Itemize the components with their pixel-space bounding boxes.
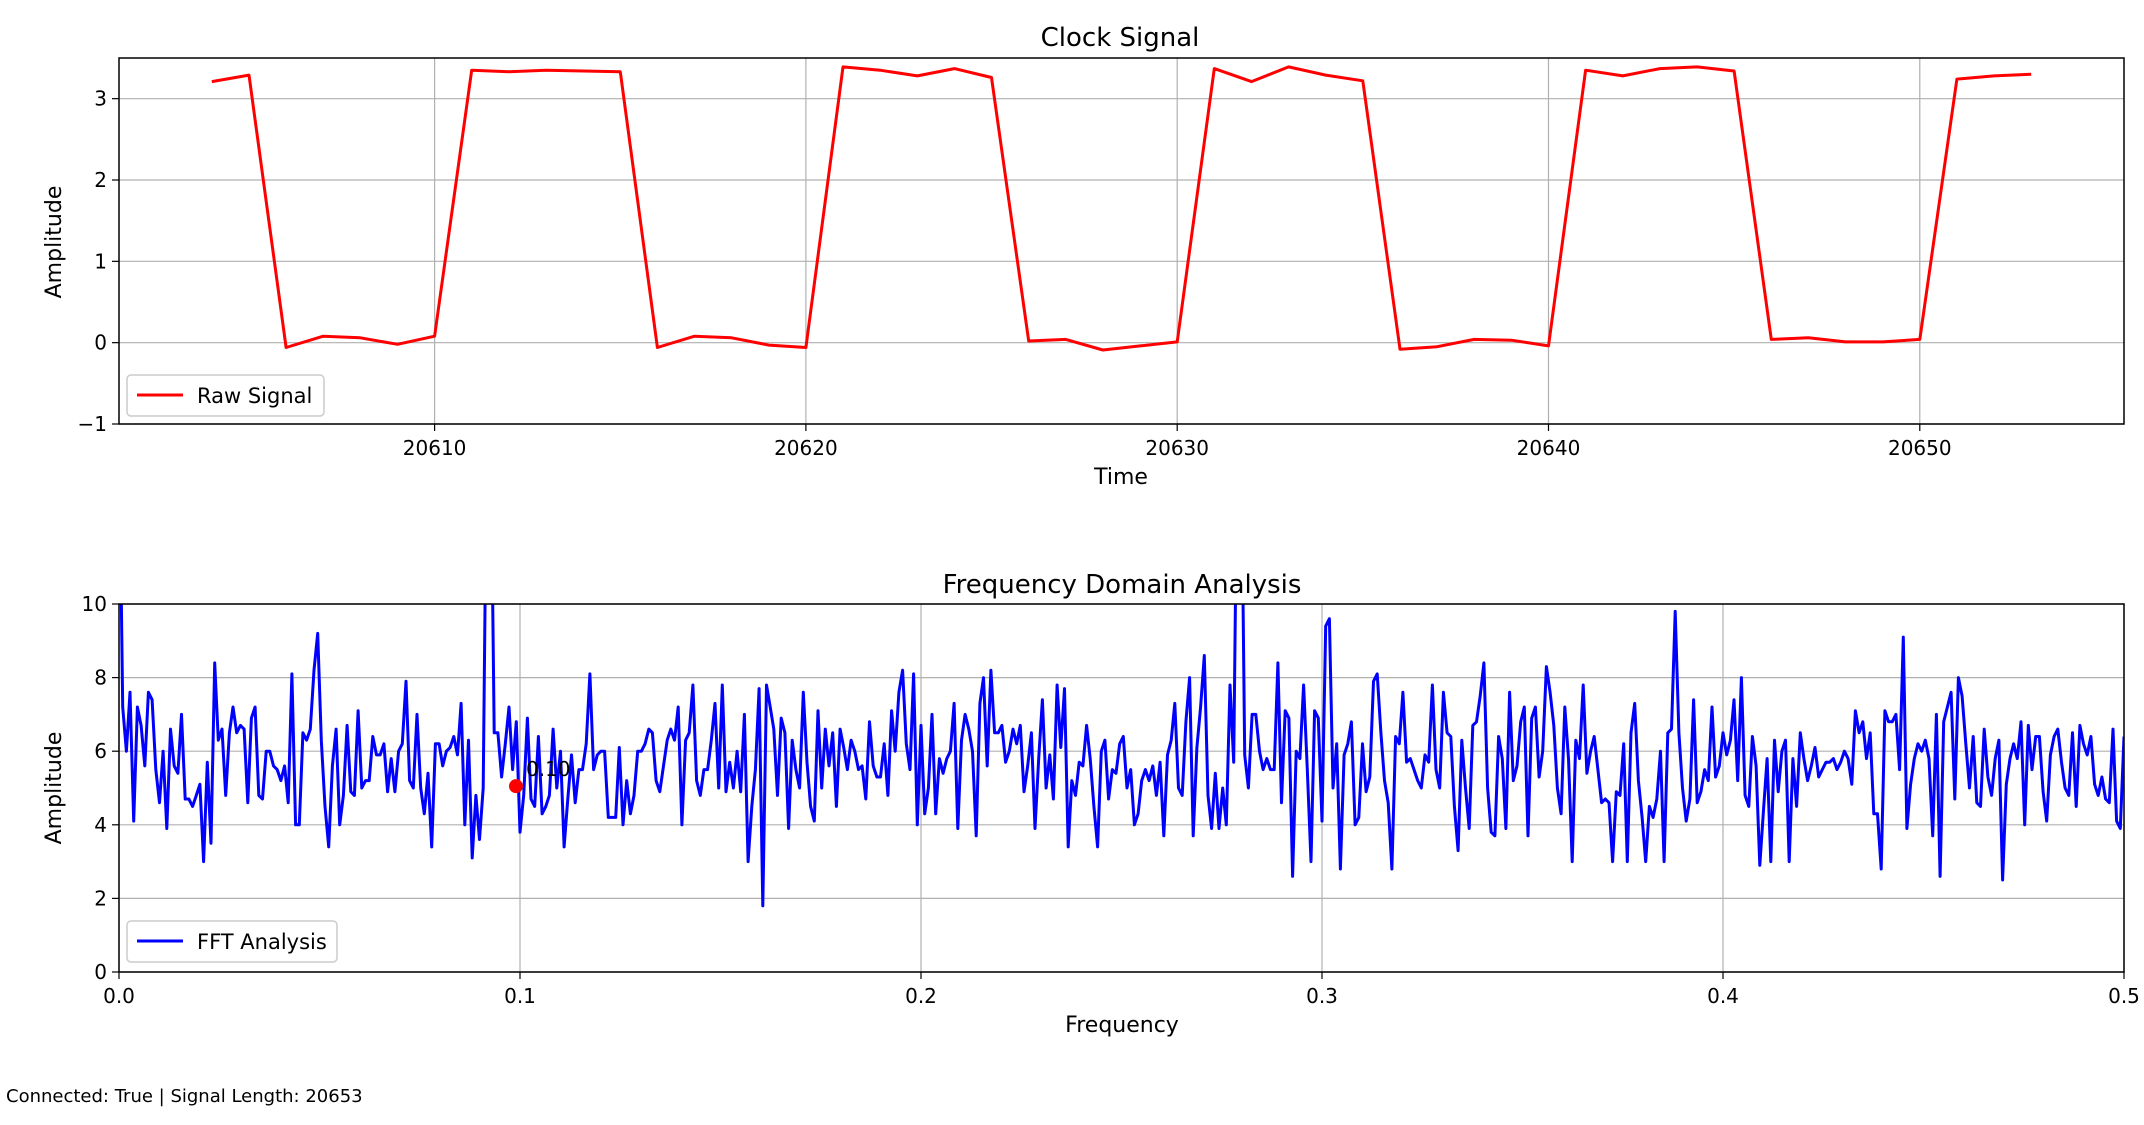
x-axis-label: Frequency	[1065, 1013, 1179, 1038]
chart-title: Clock Signal	[1041, 23, 1200, 53]
y-tick-label: 3	[94, 87, 107, 111]
legend-box	[126, 374, 325, 417]
peak-annotation: 0.10	[508, 757, 571, 794]
series	[119, 604, 2124, 908]
x-tick-label: 20620	[774, 436, 838, 460]
x-tick-label: 20650	[1888, 436, 1952, 460]
y-tick-label: 8	[94, 666, 107, 690]
x-tick-label: 0.3	[1306, 984, 1338, 1008]
x-ticks: 20610 20620 20630 20640 20650	[403, 424, 1952, 460]
y-tick-label: 2	[94, 886, 107, 910]
y-tick-label: 2	[94, 168, 107, 192]
status-bar: Connected: True | Signal Length: 20653	[6, 1086, 363, 1107]
peak-annotation-label: 0.10	[526, 757, 571, 781]
plot-frame	[118, 57, 2125, 425]
frequency-domain-chart: Frequency Domain Analysis 0.10 0.0 0.1 0.2…	[42, 570, 2140, 1038]
x-ticks: 0.0 0.1 0.2 0.3 0.4 0.5	[103, 972, 2140, 1008]
y-tick-label: 6	[94, 739, 107, 763]
y-ticks: 0 2 4 6 8 10	[82, 592, 119, 984]
y-tick-label: 0	[94, 331, 107, 355]
y-axis-label: Amplitude	[42, 186, 67, 299]
x-tick-label: 0.2	[905, 984, 937, 1008]
legend: FFT Analysis	[126, 920, 338, 963]
x-tick-label: 20610	[403, 436, 467, 460]
series-line-raw-signal	[211, 65, 2032, 352]
plot-frame	[118, 603, 2125, 973]
legend-box	[126, 920, 338, 963]
y-tick-label: 4	[94, 813, 107, 837]
y-ticks: −1 0 1 2 3	[78, 87, 119, 436]
y-axis-label: Amplitude	[42, 732, 67, 845]
x-tick-label: 0.1	[504, 984, 536, 1008]
legend: Raw Signal	[126, 374, 325, 417]
x-tick-label: 0.5	[2108, 984, 2140, 1008]
x-tick-label: 0.0	[103, 984, 135, 1008]
y-tick-label: 1	[94, 249, 107, 273]
legend-label-fft-analysis: FFT Analysis	[197, 930, 327, 954]
clock-signal-chart: Clock Signal 20610 20620 20630 20640 20650 −…	[42, 23, 2125, 490]
y-tick-label: 0	[94, 960, 107, 984]
chart-title: Frequency Domain Analysis	[943, 570, 1302, 600]
y-tick-label: 10	[82, 592, 107, 616]
x-tick-label: 20630	[1145, 436, 1209, 460]
series	[211, 65, 2032, 352]
x-axis-label: Time	[1093, 465, 1148, 490]
peak-marker	[508, 779, 523, 794]
legend-label-raw-signal: Raw Signal	[197, 384, 312, 408]
y-tick-label: −1	[78, 412, 107, 436]
gridlines	[119, 58, 2124, 425]
x-tick-label: 20640	[1517, 436, 1581, 460]
x-tick-label: 0.4	[1707, 984, 1739, 1008]
series-line-fft-analysis	[119, 604, 2124, 908]
